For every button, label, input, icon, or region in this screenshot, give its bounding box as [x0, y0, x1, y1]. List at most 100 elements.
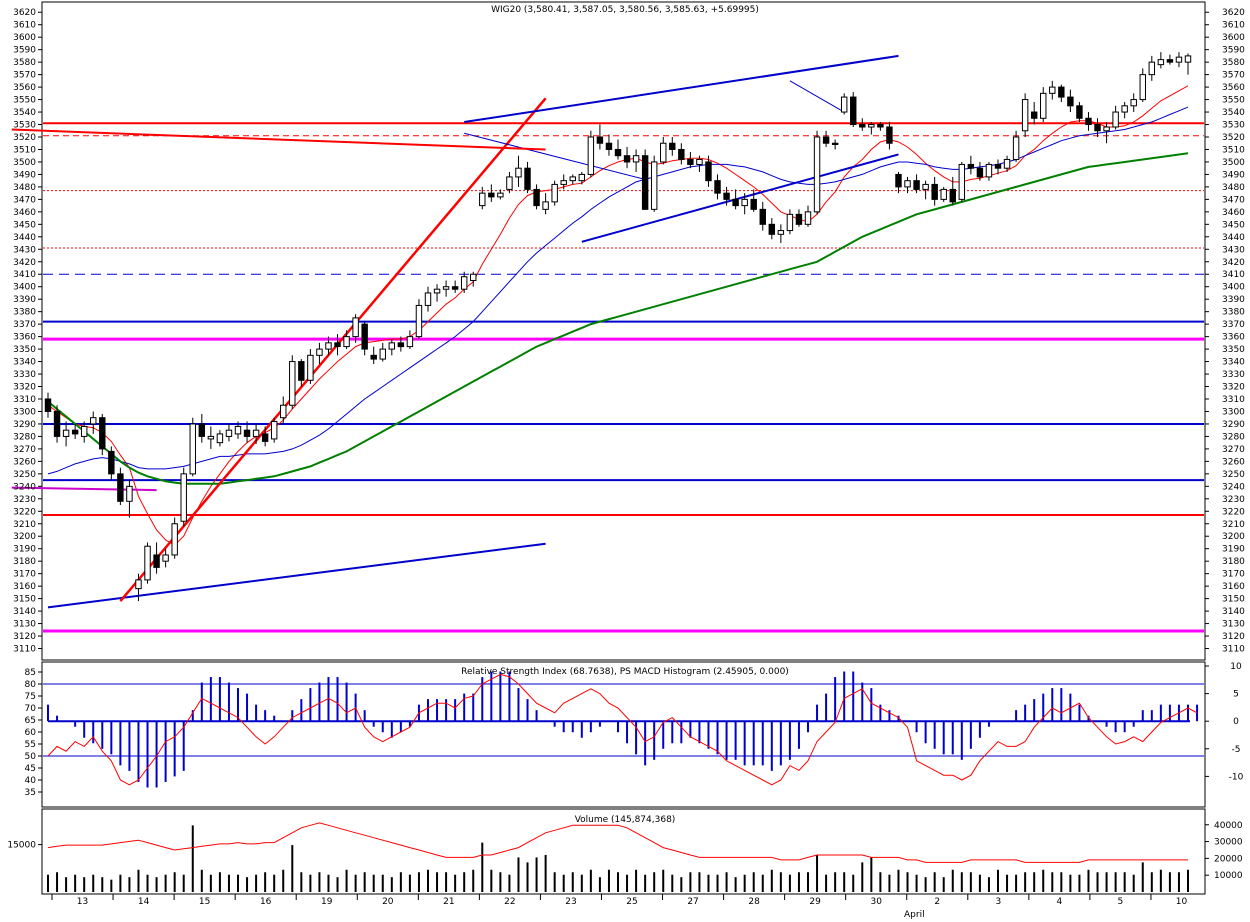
x-axis-label: 30 — [870, 897, 882, 907]
price-right-tick-label: 3230 — [1222, 495, 1245, 505]
candle-body — [80, 425, 88, 437]
price-left-tick-label: 3360 — [13, 333, 36, 343]
price-left-tick-label: 3120 — [13, 632, 36, 642]
rsi-tick-label: 45 — [25, 764, 36, 774]
price-left-tick-label: 3200 — [13, 532, 36, 542]
candle-body — [289, 361, 296, 406]
candle-body — [506, 176, 513, 190]
candle-body — [831, 142, 839, 145]
candle-body — [71, 429, 79, 435]
rsi-tick-label: 60 — [25, 728, 37, 738]
candle-body — [1112, 111, 1119, 128]
candle-body — [1139, 74, 1146, 101]
candle-body — [777, 230, 785, 235]
candle-body — [696, 158, 703, 165]
price-left-tick-label: 3280 — [13, 432, 36, 442]
candle-body — [479, 192, 486, 207]
candle-body — [460, 276, 468, 290]
price-left-tick-label: 3490 — [13, 170, 36, 180]
macd-tick-label: -10 — [1229, 772, 1244, 782]
candle-body — [687, 158, 694, 165]
candle-body — [1157, 59, 1165, 66]
candle-body — [234, 425, 242, 435]
price-right-tick-label: 3180 — [1222, 557, 1245, 567]
trendline — [11, 128, 546, 151]
candle-body — [868, 124, 875, 128]
candle-body — [859, 124, 866, 128]
candle-body — [542, 201, 549, 210]
volume-left-tick-label: 15000 — [7, 841, 36, 851]
x-axis-label: 10 — [1176, 897, 1188, 907]
candle-body — [1058, 86, 1065, 98]
price-left-tick-label: 3340 — [13, 358, 36, 368]
price-left-tick-label: 3590 — [13, 46, 36, 56]
candle-body — [732, 198, 739, 207]
candle-body — [144, 545, 151, 581]
candle-body — [1121, 105, 1128, 113]
price-left-tick-label: 3250 — [13, 470, 36, 480]
candle-body — [623, 155, 631, 163]
price-left-tick-label: 3160 — [13, 582, 36, 592]
price-right-tick-label: 3130 — [1222, 620, 1245, 630]
candle-body — [1021, 99, 1029, 132]
x-axis-label: 19 — [321, 897, 333, 907]
candle-body — [958, 163, 966, 200]
x-axis-label: 20 — [382, 897, 394, 907]
candle-body — [632, 155, 640, 163]
candle-body — [669, 142, 676, 150]
candlesticks — [44, 52, 1192, 602]
rsi-tick-label: 80 — [25, 680, 37, 690]
price-left-tick-label: 3610 — [13, 21, 36, 31]
candle-body — [850, 96, 857, 126]
candle-body — [840, 96, 848, 113]
price-left-tick-label: 3450 — [13, 220, 36, 230]
candle-body — [994, 163, 1002, 169]
price-left-tick-label: 3230 — [13, 495, 36, 505]
candle-body — [913, 180, 920, 190]
candle-body — [424, 292, 432, 306]
candle-body — [1184, 55, 1192, 63]
candle-body — [1067, 96, 1074, 107]
price-left-tick-label: 3540 — [13, 108, 36, 118]
candle-body — [171, 523, 178, 556]
candle-body — [108, 450, 115, 475]
x-axis-label: 2 — [934, 897, 940, 907]
price-right-tick-label: 3270 — [1222, 445, 1245, 455]
volume-right-tick-label: 10000 — [1214, 871, 1243, 881]
price-right-tick-label: 3330 — [1222, 370, 1245, 380]
candle-body — [822, 136, 830, 144]
price-right-tick-label: 3520 — [1222, 133, 1245, 143]
candle-body — [198, 423, 206, 437]
candle-body — [750, 198, 757, 210]
candle-body — [442, 286, 450, 290]
moving-average-line — [47, 152, 1189, 485]
rsi-tick-label: 70 — [25, 704, 37, 714]
x-axis-label: 14 — [138, 897, 150, 907]
price-left-tick-label: 3440 — [13, 233, 36, 243]
candle-body — [786, 213, 794, 232]
rsi-tick-label: 55 — [25, 740, 36, 750]
candle-body — [614, 148, 622, 157]
candle-body — [53, 410, 61, 437]
price-right-tick-label: 3160 — [1222, 582, 1245, 592]
trendline — [119, 97, 547, 602]
price-left-tick-label: 3520 — [13, 133, 36, 143]
candle-body — [1030, 111, 1038, 119]
candle-body — [650, 161, 658, 210]
volume-right-tick-label: 30000 — [1214, 838, 1243, 848]
price-right-tick-label: 3140 — [1222, 607, 1245, 617]
price-left-tick-label: 3410 — [13, 270, 36, 280]
price-right-tick-label: 3220 — [1222, 507, 1245, 517]
price-left-tick-label: 3210 — [13, 520, 36, 530]
price-right-tick-label: 3280 — [1222, 432, 1245, 442]
candle-body — [388, 342, 396, 350]
candle-body — [361, 323, 368, 350]
price-left-tick-label: 3170 — [13, 570, 36, 580]
candle-body — [641, 155, 649, 210]
candle-body — [741, 198, 748, 207]
candle-body — [252, 429, 260, 437]
price-left-tick-label: 3510 — [13, 145, 36, 155]
candle-body — [90, 417, 97, 425]
candle-body — [189, 423, 196, 475]
